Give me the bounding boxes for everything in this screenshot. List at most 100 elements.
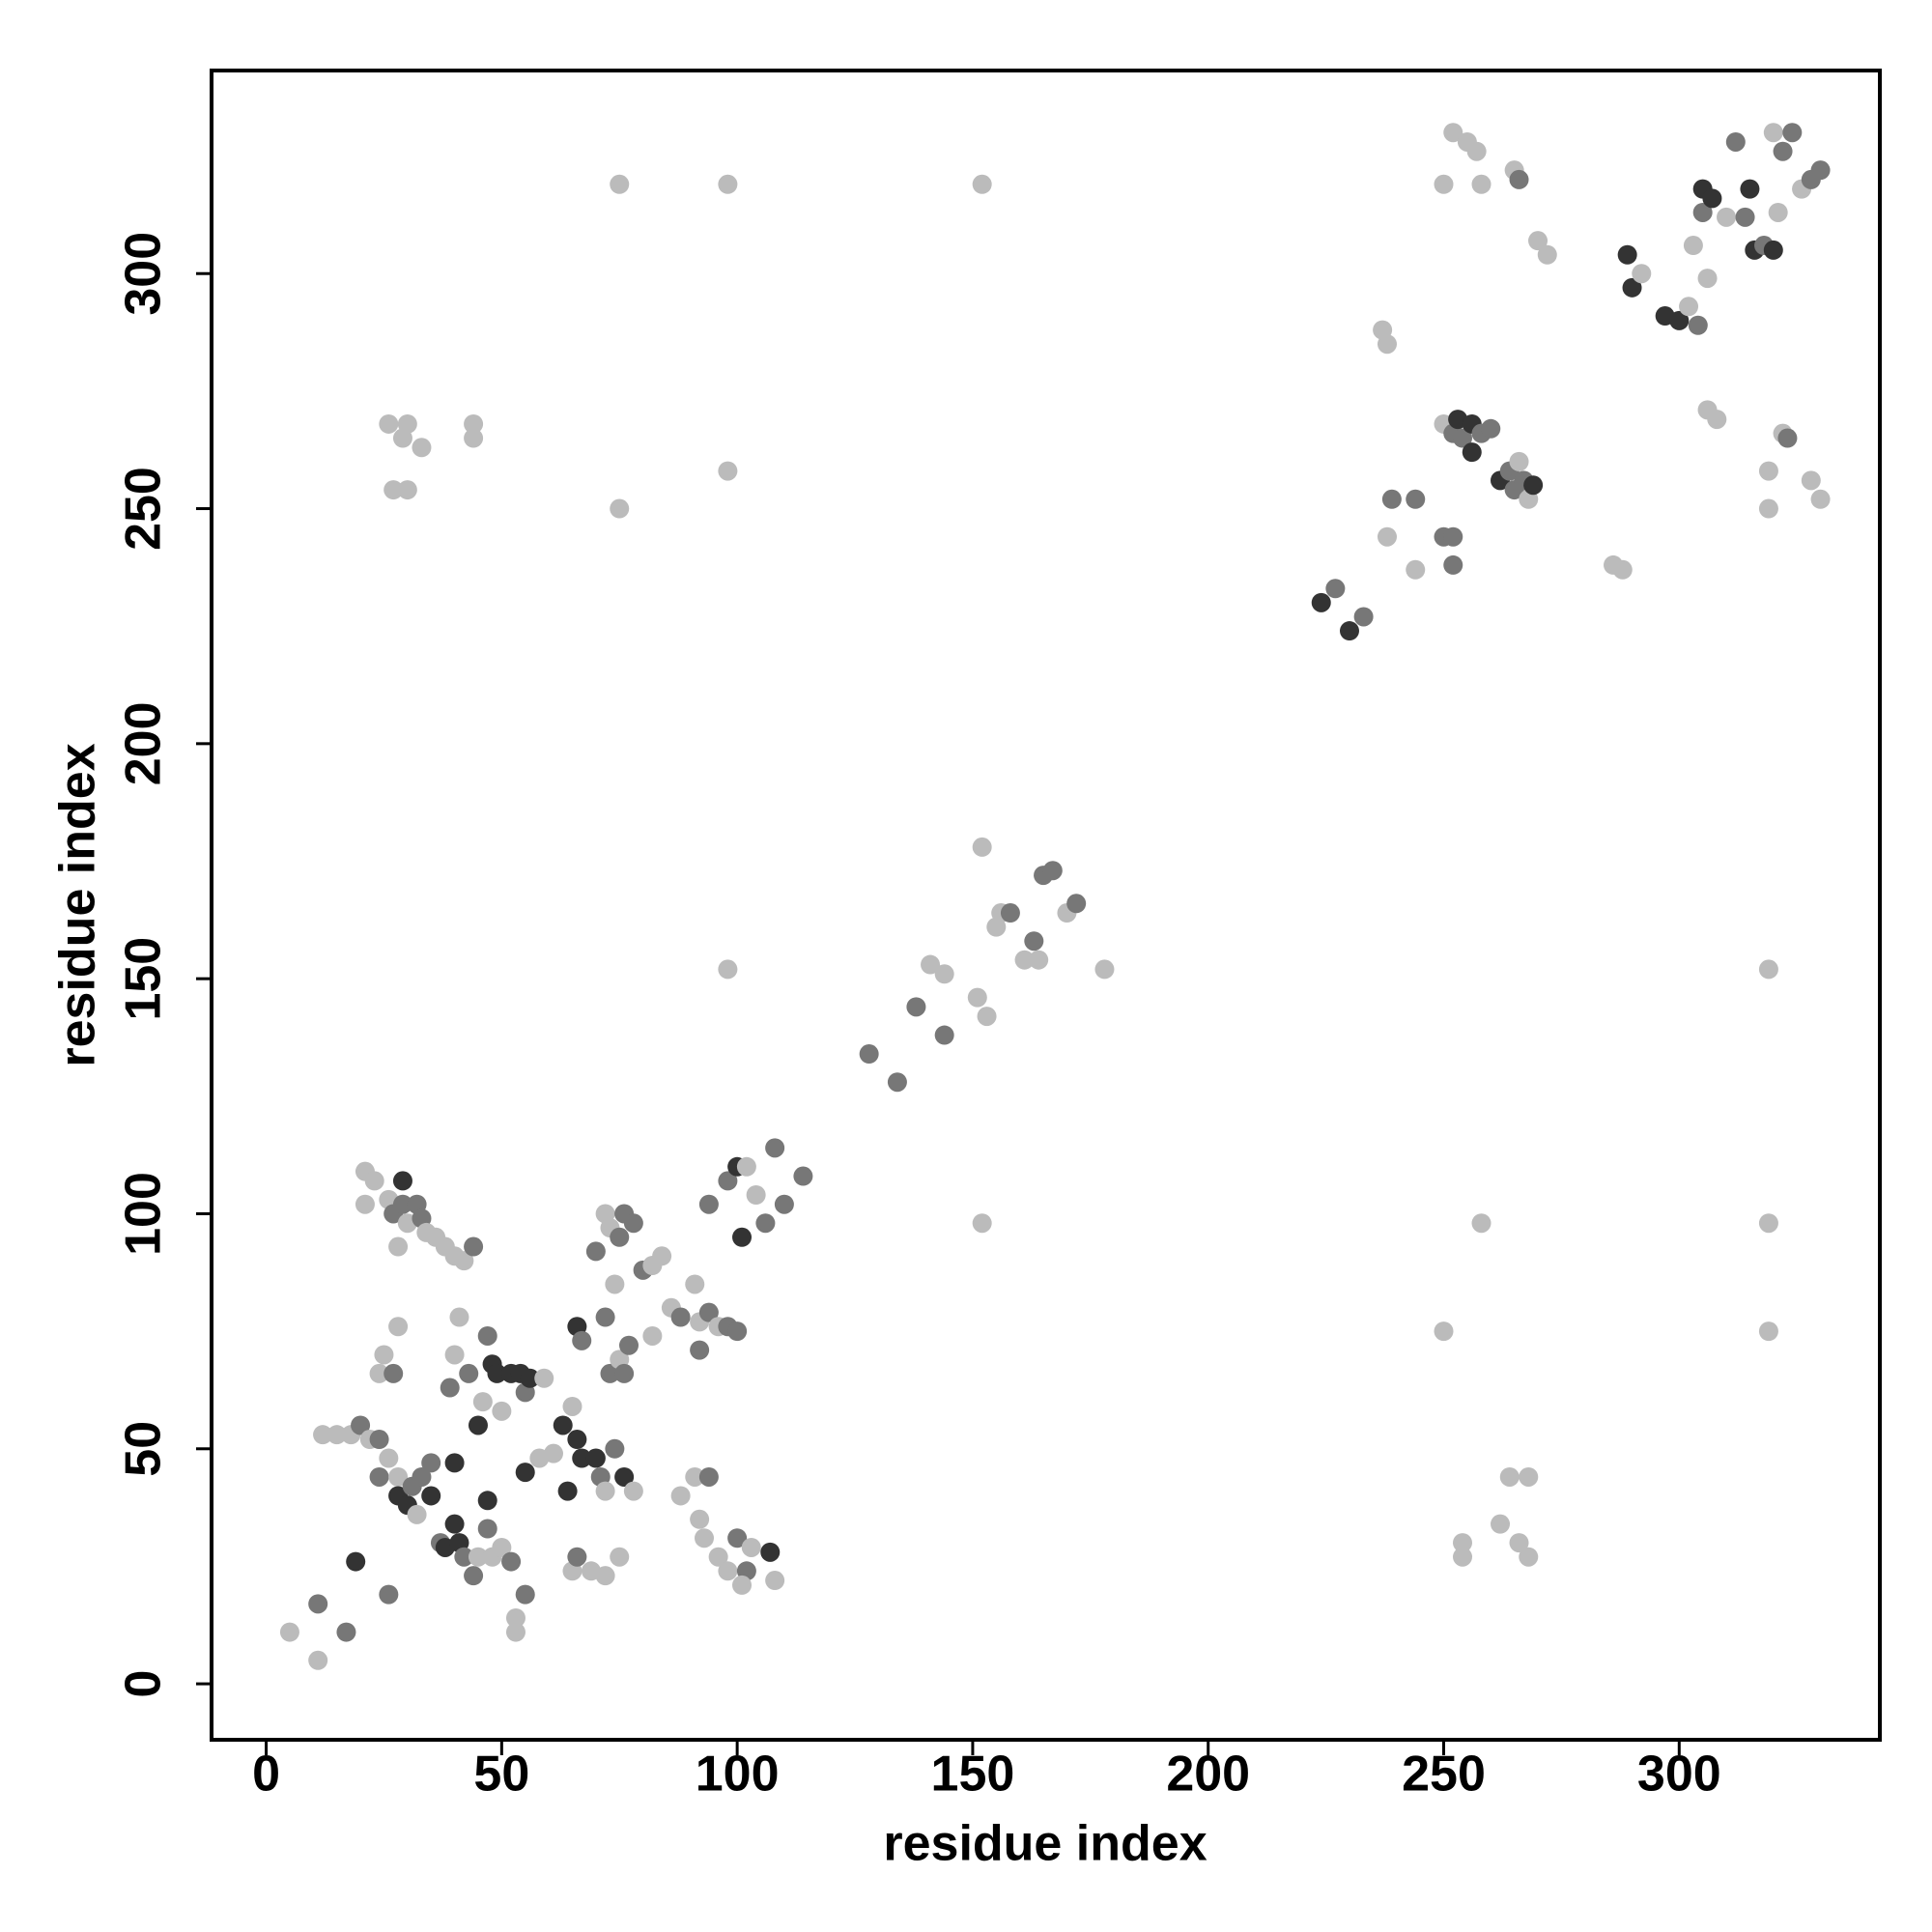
contact-point [505, 1622, 526, 1642]
contact-point [454, 1251, 474, 1271]
contact-point [685, 1274, 705, 1294]
contact-point [610, 174, 630, 194]
contact-point [1725, 131, 1746, 152]
y-tick-label: 50 [116, 1421, 172, 1477]
contact-point [1519, 1547, 1539, 1567]
x-tick-label: 50 [473, 1747, 529, 1803]
contact-point [1683, 236, 1703, 256]
contact-point [1024, 931, 1044, 952]
contact-point [379, 413, 399, 434]
contact-point [1029, 950, 1049, 970]
contact-point [755, 1213, 776, 1234]
contact-point [464, 428, 484, 448]
contact-point [392, 1171, 412, 1191]
contact-point [397, 480, 417, 500]
contact-point [1782, 123, 1803, 143]
contact-point [921, 954, 941, 975]
contact-point [1717, 207, 1737, 227]
contact-point [1381, 489, 1402, 509]
contact-point [346, 1551, 366, 1572]
contact-point [934, 1025, 954, 1045]
contact-point [1406, 559, 1426, 580]
contact-point [1810, 160, 1831, 181]
contact-point [670, 1486, 691, 1506]
contact-point [670, 1307, 691, 1327]
contact-point [421, 1486, 441, 1506]
contact-point [477, 1519, 497, 1539]
contact-point [746, 1185, 766, 1206]
contact-point [595, 1307, 615, 1327]
contact-point [1537, 244, 1557, 265]
contact-point [1758, 461, 1778, 481]
contact-point [1311, 592, 1331, 612]
contact-point [369, 1466, 389, 1487]
contact-point [1768, 202, 1788, 222]
contact-point [1377, 526, 1397, 547]
contact-point [1443, 554, 1463, 575]
y-tick-label: 100 [116, 1172, 172, 1256]
contact-point [605, 1438, 625, 1459]
contact-point [1758, 498, 1778, 519]
contact-point [1763, 240, 1783, 260]
contact-point [364, 1171, 384, 1191]
contact-point [572, 1448, 592, 1468]
contact-point [1758, 959, 1778, 980]
contact-point [336, 1622, 356, 1642]
contact-point [412, 438, 432, 458]
x-tick-label: 300 [1637, 1747, 1721, 1803]
contact-point [440, 1378, 460, 1398]
contact-point [600, 1363, 620, 1383]
contact-point [1688, 315, 1708, 335]
contact-point [308, 1650, 328, 1670]
contact-point [1632, 264, 1652, 284]
contact-point [1758, 1213, 1778, 1234]
x-tick-label: 250 [1402, 1747, 1486, 1803]
contact-point [407, 1504, 427, 1524]
y-axis-title: residue index [50, 743, 106, 1066]
contact-point [392, 428, 412, 448]
contact-point [1519, 1466, 1539, 1487]
contact-point [765, 1571, 785, 1591]
x-tick-label: 150 [931, 1747, 1015, 1803]
contact-point [567, 1547, 587, 1567]
contact-point [374, 1345, 394, 1365]
contact-point [1735, 207, 1755, 227]
contact-point [1353, 607, 1374, 627]
x-tick-label: 0 [252, 1747, 280, 1803]
contact-point [690, 1509, 710, 1529]
contact-point [1471, 1213, 1492, 1234]
contact-point [515, 1463, 535, 1483]
contact-point [1491, 1514, 1511, 1534]
contact-point [887, 1072, 907, 1093]
contact-point [1707, 410, 1727, 430]
contact-point [468, 1415, 488, 1435]
contact-point [708, 1547, 728, 1567]
contact-point [464, 413, 484, 434]
contact-point [1740, 179, 1760, 199]
contact-point [1523, 475, 1544, 496]
contact-point [534, 1368, 554, 1388]
contact-point [605, 1274, 625, 1294]
contact-point [718, 1561, 738, 1581]
contact-point [934, 964, 954, 984]
contact-point [972, 174, 992, 194]
contact-point [567, 1430, 587, 1450]
contact-point [1509, 1533, 1529, 1553]
contact-point [327, 1425, 347, 1445]
contact-point [614, 1466, 635, 1487]
contact-point [487, 1363, 507, 1383]
plot-frame [210, 69, 1882, 1742]
contact-point [610, 498, 630, 519]
contact-point [1462, 442, 1482, 463]
contact-point [492, 1401, 512, 1421]
contact-point [685, 1466, 705, 1487]
contact-point [1466, 141, 1487, 161]
contact-point [741, 1537, 761, 1557]
contact-point [384, 1363, 404, 1383]
contact-point [1406, 489, 1426, 509]
y-tick-label: 200 [116, 701, 172, 785]
contact-point [1758, 1321, 1778, 1342]
contact-point [727, 1321, 748, 1342]
y-tick-label: 250 [116, 467, 172, 551]
contact-point [384, 480, 404, 500]
